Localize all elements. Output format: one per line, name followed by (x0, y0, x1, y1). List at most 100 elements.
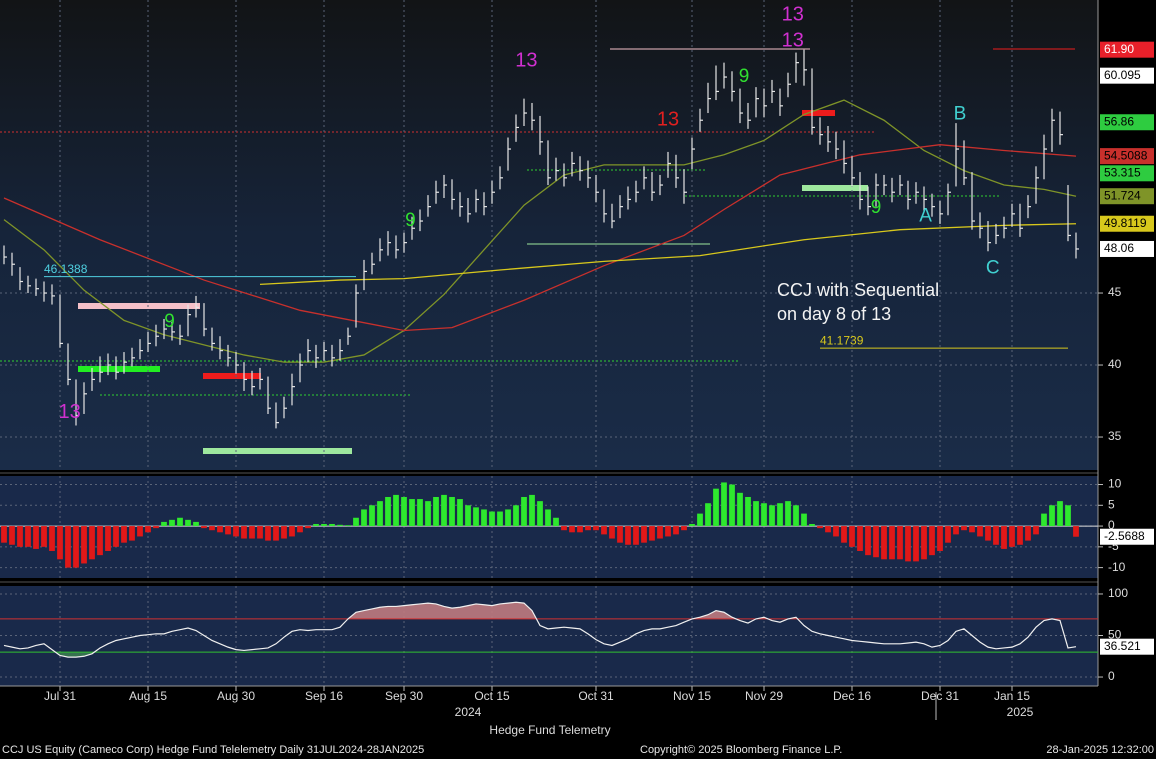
y-tick-label: 50 (1108, 628, 1122, 642)
x-tick-label: Oct 15 (474, 689, 510, 703)
histogram-bar (433, 496, 439, 527)
histogram-bar (593, 526, 599, 531)
histogram-bar (273, 526, 279, 541)
price-tag: 56.86 (1104, 114, 1134, 128)
histogram-bar (777, 503, 783, 527)
histogram-bar (49, 526, 55, 551)
histogram-bar (113, 526, 119, 547)
y-tick-label: -10 (1108, 560, 1126, 574)
histogram-bar (497, 511, 503, 527)
histogram-bar (129, 526, 135, 541)
histogram-bar (137, 526, 143, 537)
level-label: 41.1739 (820, 333, 864, 347)
histogram-bar (649, 526, 655, 541)
histogram-bar (881, 526, 887, 560)
histogram-bar (969, 526, 975, 533)
histogram-bar (601, 526, 607, 535)
sequential-count: C (986, 258, 1000, 279)
last-price-tag: 48.06 (1104, 241, 1134, 255)
sequential-count: 9 (164, 311, 175, 332)
histogram-bar (729, 484, 735, 527)
histogram-bar (81, 526, 87, 564)
histogram-bar (233, 526, 239, 537)
y-tick-label: 45 (1108, 285, 1122, 299)
histogram-bar (345, 525, 351, 527)
histogram-bar (689, 523, 695, 527)
histogram-bar (297, 526, 303, 533)
histogram-bar (1033, 526, 1039, 535)
histogram-bar (609, 526, 615, 539)
y-tick-label: 5 (1108, 497, 1115, 511)
price-tag-bg (1100, 67, 1154, 84)
histogram-bar (977, 526, 983, 537)
sequential-count: 13 (515, 49, 537, 71)
histogram-bar (769, 505, 775, 527)
ma-tag: 54.5088 (1104, 148, 1148, 162)
histogram-bar (921, 526, 927, 560)
histogram-bar (801, 513, 807, 527)
histogram-bar (577, 526, 583, 533)
histogram-bar (1, 526, 7, 543)
histogram-bar (761, 503, 767, 527)
moving-average (3, 144, 1077, 332)
price-tag-bg (1100, 165, 1154, 182)
histogram-bar (401, 496, 407, 527)
histogram-bar (33, 526, 39, 549)
histogram-bar (905, 526, 911, 562)
histogram-bar (321, 523, 327, 527)
histogram-bar (481, 509, 487, 527)
sequential-count: 13 (657, 109, 679, 131)
histogram-bar (793, 505, 799, 527)
histogram-bar (177, 517, 183, 527)
histogram-bar (265, 526, 271, 541)
sequential-count: 13 (782, 3, 804, 25)
histogram-bar (713, 488, 719, 527)
histogram-bar (161, 521, 167, 527)
histogram-bar (897, 526, 903, 560)
ma-tag-bg (1100, 215, 1154, 232)
y-tick-label: 40 (1108, 357, 1122, 371)
x-tick-label: Jan 15 (994, 689, 1030, 703)
ma-tag: 51.724 (1104, 188, 1141, 202)
overbought-fill (347, 602, 1053, 619)
histogram-bar (257, 526, 263, 539)
histogram-bar (985, 526, 991, 541)
histogram-bar (1001, 526, 1007, 549)
histogram-bar (809, 523, 815, 527)
y-tick-label: -5 (1108, 539, 1119, 553)
histogram-bar (753, 501, 759, 527)
price-panel (0, 0, 1098, 470)
histogram-bar (209, 526, 215, 531)
histogram-bar (249, 526, 255, 539)
histogram-bar (417, 499, 423, 527)
sequential-count: A (919, 206, 932, 227)
histogram-bar (545, 509, 551, 527)
histogram-bar (425, 501, 431, 527)
last-value-tag: -2.5688 (1104, 529, 1145, 543)
histogram-bar (721, 482, 727, 527)
footer-center: Copyright© 2025 Bloomberg Finance L.P. (640, 744, 842, 756)
histogram-bar (673, 526, 679, 535)
y-tick-label: 0 (1108, 518, 1115, 532)
histogram-bar (145, 526, 151, 533)
histogram-bar (889, 526, 895, 560)
histogram-bar (785, 501, 791, 527)
y-tick-label: 100 (1108, 586, 1128, 600)
histogram-bar (217, 526, 223, 533)
histogram-bar (841, 526, 847, 543)
histogram-bar (281, 526, 287, 539)
histogram-bar (1057, 501, 1063, 527)
x-tick-label: Sep 30 (385, 689, 423, 703)
histogram-bar (697, 513, 703, 527)
histogram-bar (241, 526, 247, 539)
histogram-bar (89, 526, 95, 560)
histogram-bar (641, 526, 647, 543)
y-tick-label: 0 (1108, 669, 1115, 683)
histogram-bar (993, 526, 999, 545)
histogram-bar (937, 526, 943, 551)
histogram-bar (1049, 505, 1055, 527)
histogram-bar (441, 494, 447, 527)
footer-left: CCJ US Equity (Cameco Corp) Hedge Fund T… (2, 744, 424, 756)
histogram-bar (825, 526, 831, 533)
y-tick-label: 10 (1108, 477, 1122, 491)
